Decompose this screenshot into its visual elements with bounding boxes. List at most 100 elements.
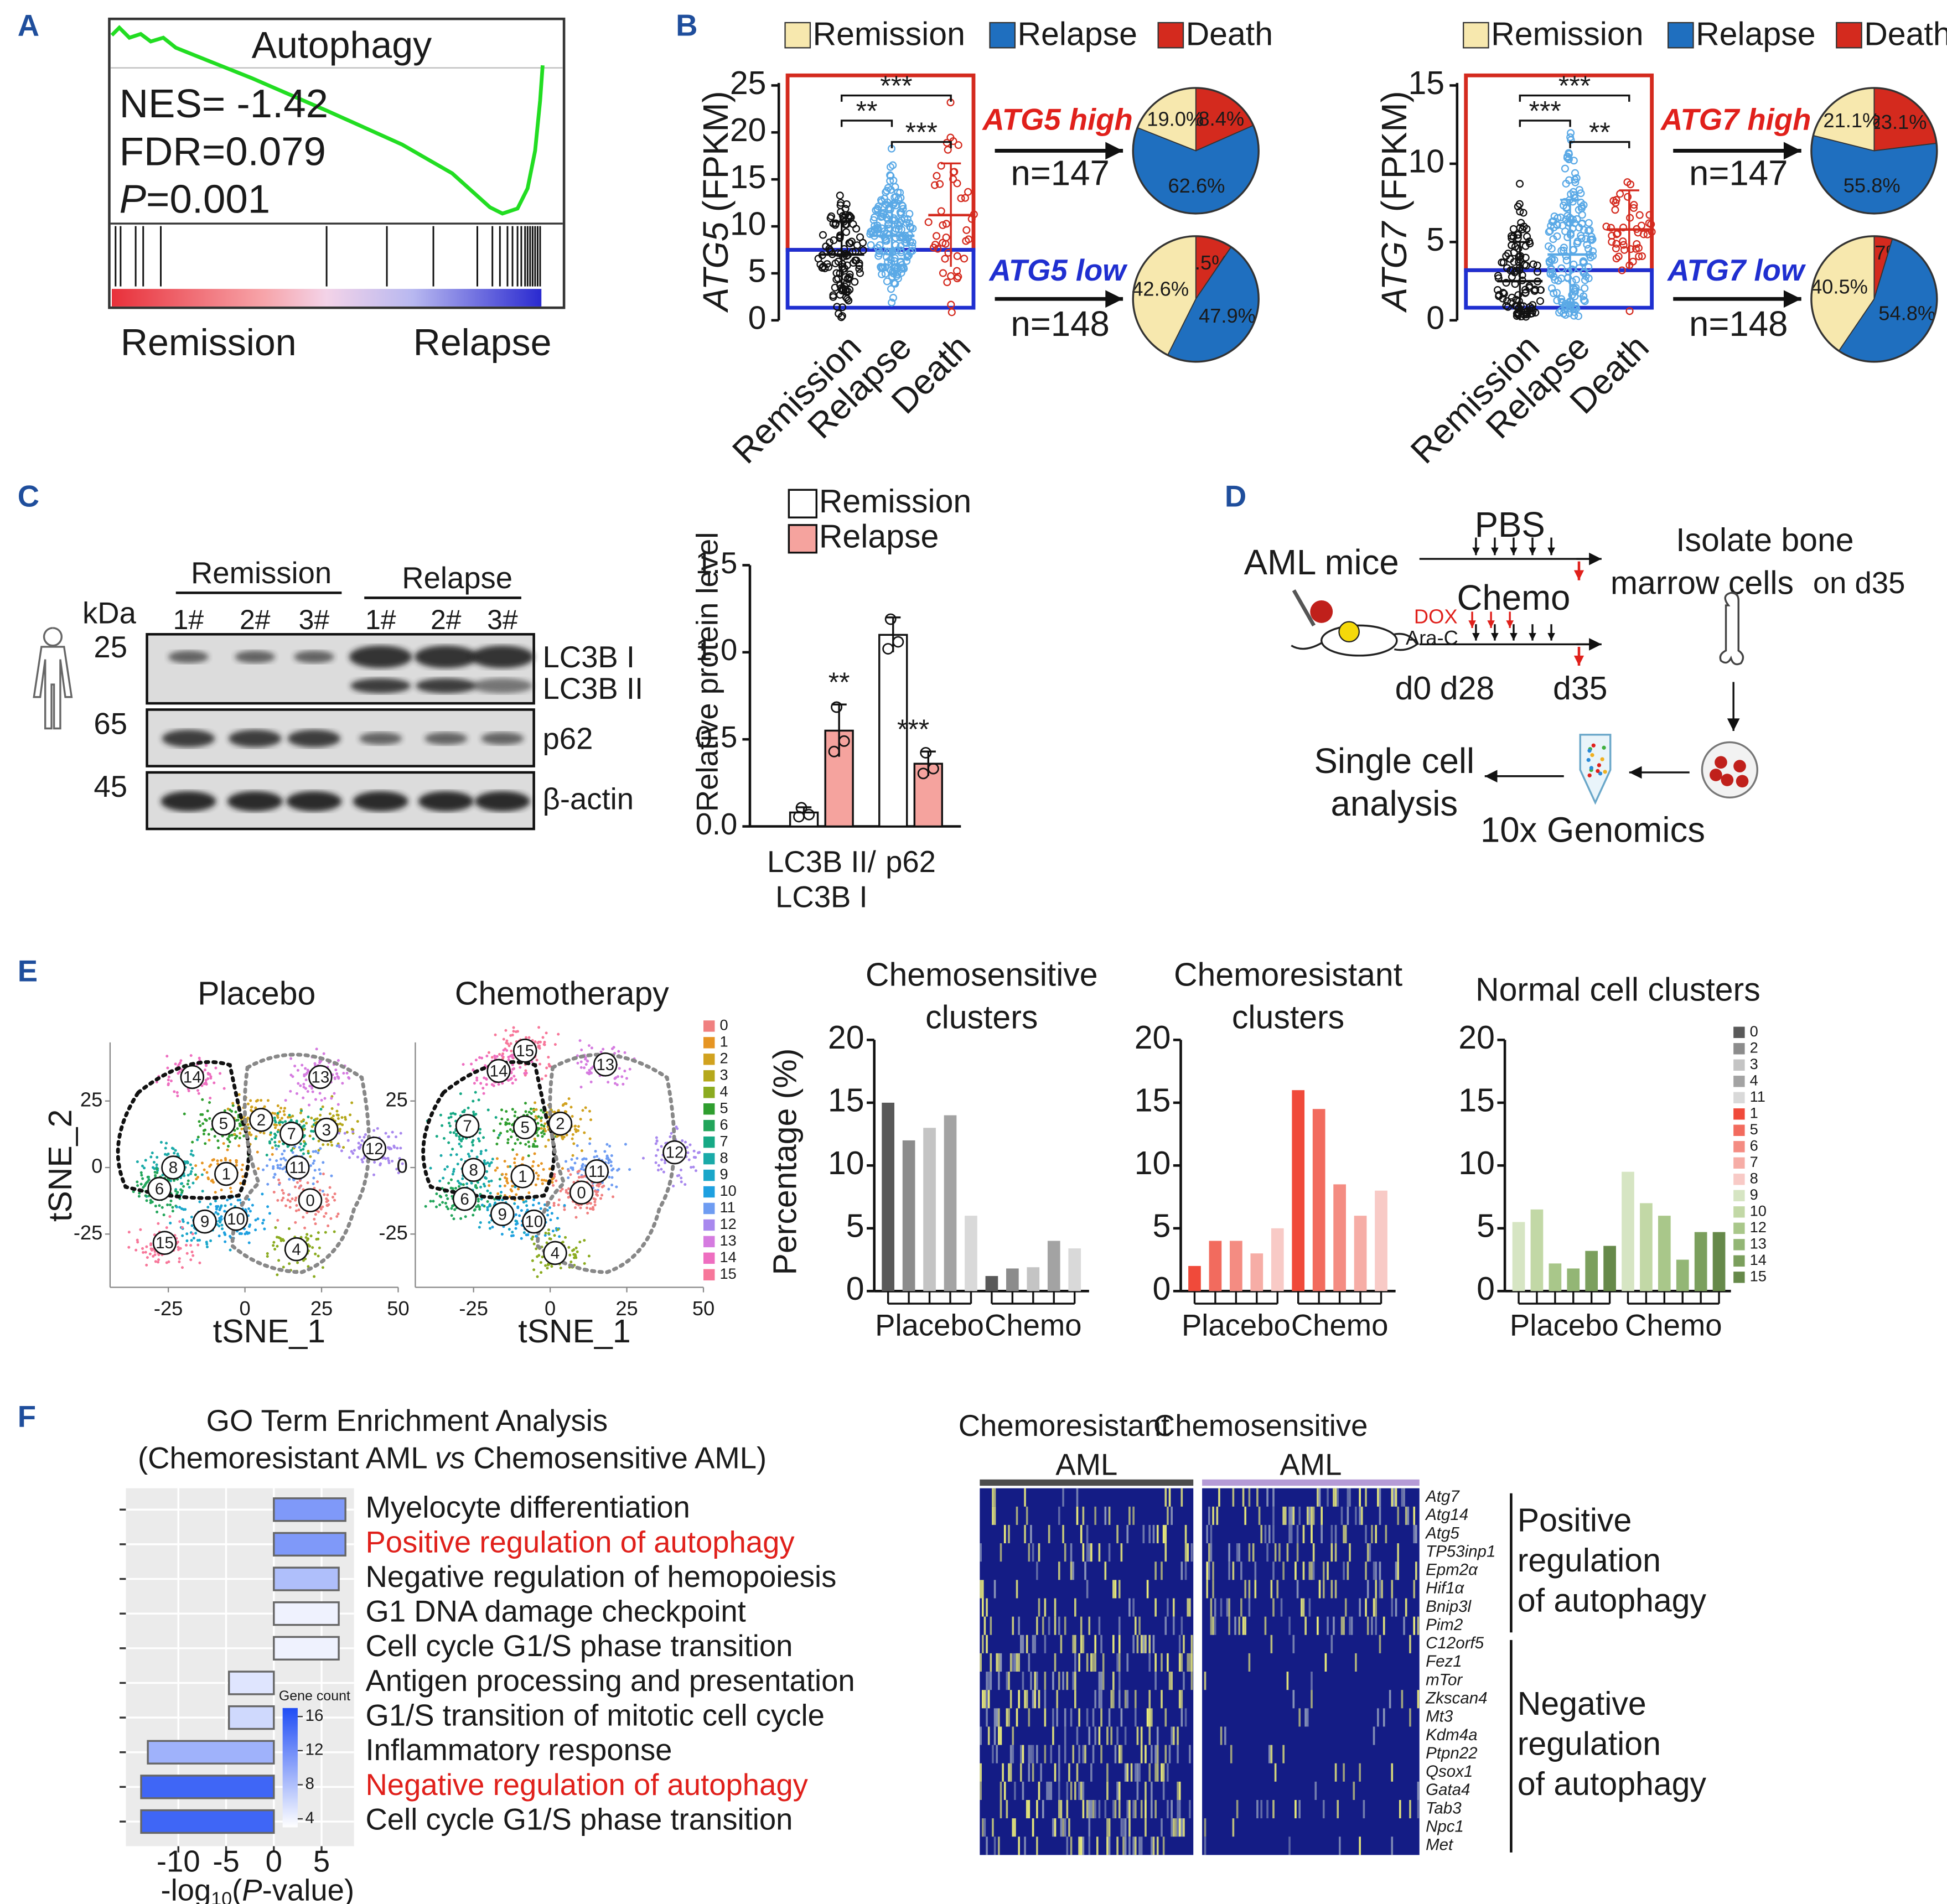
heatmap-cell [1026, 1799, 1028, 1819]
heatmap-cell [1098, 1799, 1101, 1819]
cell-dot [312, 1176, 315, 1180]
legend-label: Relapse [1696, 15, 1815, 52]
term-label: Cell cycle G1/S phase transition [365, 1629, 793, 1663]
sample-dot [1558, 221, 1567, 230]
sample-dot [936, 180, 944, 188]
cell-dot [553, 1043, 557, 1046]
cell-dot [204, 1078, 208, 1082]
heatmap-cell [1145, 1781, 1147, 1800]
cell-dot [171, 1206, 174, 1209]
sample-dot [1533, 268, 1542, 276]
cell-dot [384, 1132, 387, 1135]
heatmap-cell [1164, 1543, 1167, 1562]
cell-dot [276, 1112, 279, 1115]
cell-dot [599, 1197, 602, 1200]
group-label: Chemoresistant [959, 1409, 1169, 1443]
text-label: PBS [1475, 505, 1545, 544]
cell-dot [398, 1157, 401, 1160]
cell-dot [272, 1244, 275, 1247]
cell-dot [222, 1142, 225, 1145]
heatmap-cell [981, 1580, 984, 1599]
cell-dot [308, 1085, 312, 1088]
cell-dot [506, 1130, 509, 1133]
bar [1006, 1268, 1019, 1291]
heatmap-cell [1296, 1524, 1299, 1544]
heatmap-cell [1054, 1653, 1057, 1672]
heatmap-cell [986, 1598, 988, 1617]
heatmap-cell [1214, 1616, 1216, 1635]
cell-dot [216, 1139, 220, 1143]
cell-dot [182, 1220, 185, 1223]
cell-dot [229, 1159, 232, 1162]
heatmap-cell [1333, 1616, 1335, 1635]
heatmap-cell [1322, 1561, 1325, 1580]
cell-dot [532, 1242, 536, 1246]
heatmap-cell [1248, 1543, 1251, 1562]
legend-swatch [784, 22, 811, 49]
heatmap-cell [1022, 1745, 1024, 1763]
heatmap-cell [1260, 1799, 1263, 1819]
heatmap-cell [1088, 1818, 1091, 1837]
cell-dot [483, 1185, 486, 1188]
legend-swatch [1733, 1108, 1745, 1120]
cluster-marker [314, 1117, 339, 1142]
colorbar-tick-label: 12 [305, 1741, 324, 1759]
heatmap-cell [1090, 1653, 1092, 1672]
colorbar [282, 1708, 298, 1828]
heatmap-cell [1399, 1799, 1401, 1819]
cell-dot [302, 1152, 305, 1155]
chart-subtitle: (Chemoresistant AML vs Chemosensitive AM… [138, 1441, 767, 1475]
y-axis-label: tSNE_2 [42, 1109, 79, 1222]
pie-label: 62.6% [1168, 174, 1225, 197]
cell-dot [322, 1052, 325, 1055]
cell-dot [220, 1189, 223, 1192]
cell-dot [156, 1210, 159, 1213]
cell-dot [596, 1155, 599, 1158]
legend-swatch [703, 1020, 715, 1032]
heatmap-cell [1098, 1726, 1101, 1745]
cell-dot [194, 1232, 198, 1235]
text-part: P [242, 1874, 262, 1904]
cell-dot [196, 1243, 200, 1247]
heatmap-cell [1036, 1561, 1038, 1580]
cell-dot [313, 1275, 316, 1278]
heatmap-cell [1009, 1763, 1012, 1782]
heatmap-cell [1164, 1616, 1167, 1635]
heatmap-cell [1184, 1524, 1187, 1544]
cell-dot [532, 1160, 535, 1164]
cell-dot [234, 1137, 237, 1140]
cell-dot [344, 1116, 347, 1119]
cell-dot [248, 1225, 251, 1228]
cell-dot [178, 1257, 181, 1260]
sample-dot [939, 221, 947, 229]
cell-dot [513, 1157, 516, 1160]
heatmap-cell [1334, 1488, 1337, 1507]
heatmap-cell [1054, 1763, 1057, 1782]
cell-dot [561, 1167, 564, 1170]
heatmap-cell [1379, 1506, 1381, 1525]
cell-dot [477, 1098, 480, 1102]
gene-label: Tab3 [1426, 1799, 1462, 1817]
cell-dot [579, 1086, 583, 1089]
blot-band [472, 678, 533, 693]
cell-dot [154, 1174, 157, 1177]
cell-dot [287, 1193, 290, 1196]
cell-dot [588, 1137, 592, 1140]
cell-dot [574, 1246, 578, 1249]
heatmap-cell [983, 1690, 986, 1709]
heatmap-cell [1254, 1561, 1257, 1580]
cell-dot [263, 1227, 266, 1231]
cell-dot [347, 1076, 350, 1079]
bar [1549, 1263, 1562, 1291]
heatmap-cell [1151, 1836, 1153, 1855]
cell-dot [615, 1185, 618, 1189]
heatmap-cell [1171, 1799, 1173, 1819]
sample-dot [1612, 240, 1620, 248]
cell-dot [449, 1112, 453, 1116]
cell-dot [309, 1164, 312, 1168]
cell-dot [577, 1176, 581, 1179]
sample-dot [878, 264, 887, 272]
cell-dot [535, 1059, 538, 1062]
heatmap-cell [1046, 1781, 1048, 1800]
cell-dot [279, 1107, 283, 1110]
